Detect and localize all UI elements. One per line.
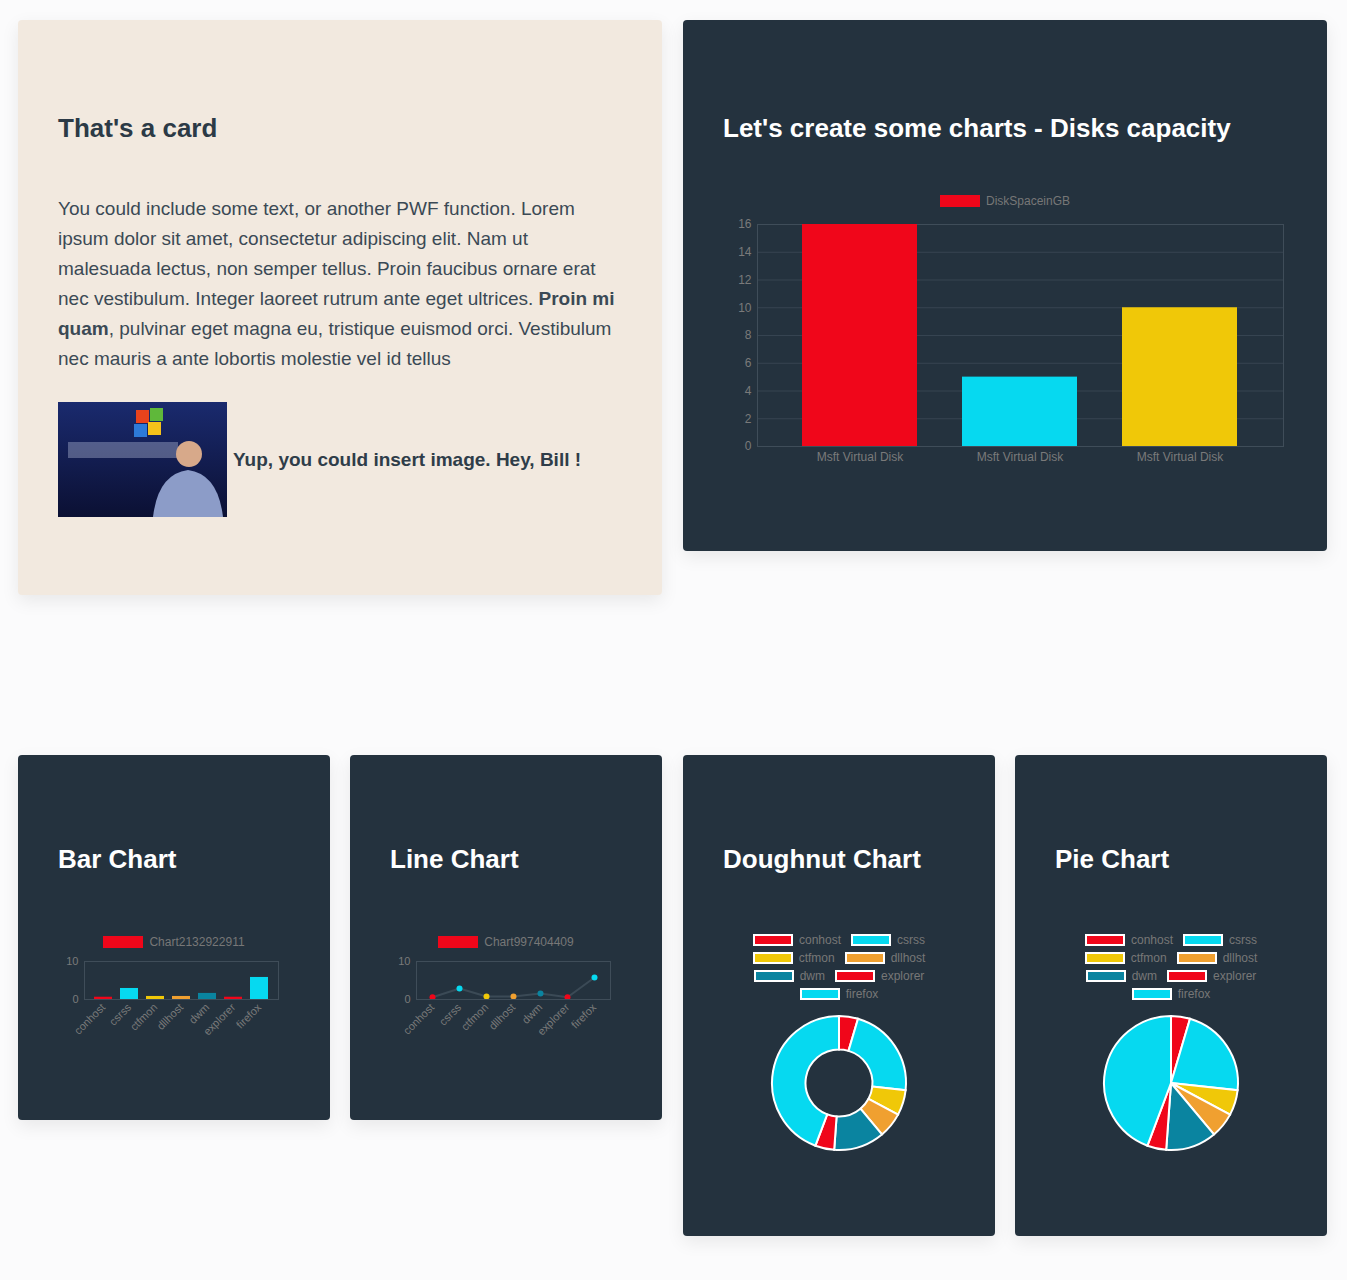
svg-text:6: 6 — [745, 356, 752, 370]
html-text:Bar Chart: Bar Chart — [58, 844, 177, 874]
html-text:dllhost: dllhost — [890, 951, 926, 965]
svg-text:firefox: firefox — [569, 1001, 599, 1031]
svg-text:12: 12 — [738, 273, 752, 287]
html-text:conhost: conhost — [799, 933, 841, 947]
svg-text:16: 16 — [738, 217, 752, 231]
svg-text:0: 0 — [404, 993, 410, 1005]
html-text:conhost: conhost — [1131, 933, 1173, 947]
html-text:DiskSpaceinGB: DiskSpaceinGB — [986, 194, 1070, 208]
html-text:Pie Chart: Pie Chart — [1055, 844, 1170, 874]
svg-text:csrss: csrss — [436, 1000, 464, 1028]
svg-text:14: 14 — [738, 245, 752, 259]
html-text:explorer: explorer — [881, 969, 925, 983]
svg-text:explorer: explorer — [535, 1001, 572, 1038]
svg-text:Msft Virtual Disk: Msft Virtual Disk — [817, 450, 904, 464]
svg-text:dllhost: dllhost — [486, 1001, 517, 1032]
svg-text:2: 2 — [745, 412, 752, 426]
svg-text:firefox: firefox — [234, 1001, 264, 1031]
svg-text:explorer: explorer — [201, 1001, 238, 1038]
html-text:You could include some text, o: You could include some text, or another … — [58, 198, 615, 369]
html-text:That's a card: That's a card — [58, 113, 218, 143]
svg-text:10: 10 — [738, 301, 752, 315]
html-text:dllhost: dllhost — [1222, 951, 1258, 965]
html-text:csrss: csrss — [1229, 933, 1257, 947]
svg-text:10: 10 — [398, 955, 410, 967]
svg-text:Msft Virtual Disk: Msft Virtual Disk — [977, 450, 1064, 464]
html-text:firefox: firefox — [1177, 987, 1211, 1001]
html-text:Chart2132922911: Chart2132922911 — [149, 935, 245, 949]
svg-text:conhost: conhost — [72, 1001, 108, 1037]
svg-text:ctfmon: ctfmon — [459, 1001, 491, 1033]
html-text:Doughnut Chart: Doughnut Chart — [723, 844, 921, 874]
svg-text:Msft Virtual Disk: Msft Virtual Disk — [1137, 450, 1224, 464]
html-text:firefox: firefox — [845, 987, 879, 1001]
html-text:dwm: dwm — [1131, 969, 1157, 983]
html-text:Let's create some charts - Dis: Let's create some charts - Disks capacit… — [723, 113, 1231, 143]
svg-text:8: 8 — [745, 328, 752, 342]
svg-text:ctfmon: ctfmon — [128, 1001, 160, 1033]
svg-text:csrss: csrss — [106, 1000, 134, 1028]
html-text:Line Chart: Line Chart — [390, 844, 519, 874]
svg-text:4: 4 — [745, 384, 752, 398]
html-text:explorer: explorer — [1213, 969, 1257, 983]
svg-text:0: 0 — [745, 439, 752, 453]
svg-text:0: 0 — [72, 993, 78, 1005]
html-text:dwm: dwm — [799, 969, 825, 983]
html-text:Yup, you could insert image. H: Yup, you could insert image. Hey, Bill ! — [233, 448, 582, 470]
html-text:ctfmon: ctfmon — [798, 951, 835, 965]
svg-text:dwm: dwm — [519, 1000, 545, 1026]
svg-text:dwm: dwm — [186, 1000, 212, 1026]
svg-text:dllhost: dllhost — [154, 1001, 185, 1032]
svg-text:conhost: conhost — [401, 1001, 437, 1037]
svg-text:10: 10 — [66, 955, 78, 967]
html-text:ctfmon: ctfmon — [1130, 951, 1167, 965]
html-text:Chart997404409: Chart997404409 — [484, 935, 574, 949]
html-text:csrss: csrss — [897, 933, 925, 947]
